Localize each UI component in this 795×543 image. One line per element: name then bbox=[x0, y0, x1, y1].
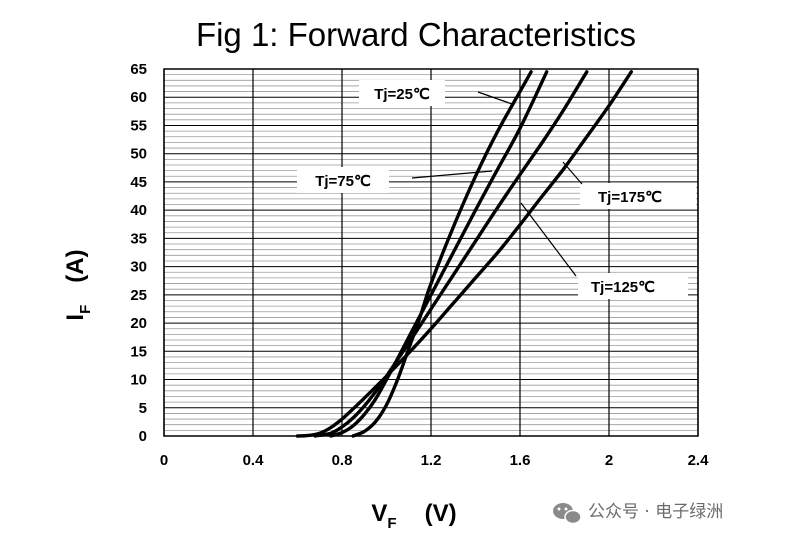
series-line bbox=[313, 70, 589, 438]
annotation-leader bbox=[477, 91, 513, 105]
y-tick-label: 35 bbox=[130, 230, 147, 247]
annotation-box bbox=[580, 183, 696, 209]
y-tick-labels: 0 5 10 15 20 25 30 35 40 45 50 55 60 65 bbox=[130, 61, 147, 445]
annotation-label: Tj=25℃ bbox=[374, 86, 430, 103]
svg-text:IF(A): IF (A) bbox=[62, 249, 94, 320]
y-tick-label: 0 bbox=[139, 428, 147, 445]
y-tick-label: 20 bbox=[130, 315, 147, 332]
x-axis-label: VF (V) bbox=[371, 500, 456, 532]
x-tick-label: 1.6 bbox=[510, 452, 531, 469]
annotation-label: Tj=125℃ bbox=[591, 279, 655, 296]
series-curves bbox=[295, 70, 633, 438]
y-tick-label: 45 bbox=[130, 174, 147, 191]
y-tick-label: 65 bbox=[130, 61, 147, 78]
x-axis-label-main: V bbox=[371, 500, 387, 527]
annotation-label: Tj=175℃ bbox=[598, 189, 662, 206]
x-axis-label-sub: F bbox=[387, 515, 396, 532]
x-tick-label: 2.4 bbox=[688, 452, 710, 469]
annotation-leader bbox=[411, 170, 493, 179]
annotation-box bbox=[359, 80, 445, 106]
y-axis-label-unit: (A) bbox=[62, 249, 89, 282]
annotation-box bbox=[297, 167, 389, 193]
y-axis-label-main: I bbox=[62, 314, 89, 321]
annotation-label: Tj=75℃ bbox=[315, 173, 371, 190]
y-axis-label: IF (A) bbox=[62, 249, 94, 320]
y-tick-label: 10 bbox=[130, 372, 147, 389]
x-axis-label-unit: (V) bbox=[425, 500, 457, 527]
chart-title: Fig 1: Forward Characteristics bbox=[196, 16, 636, 53]
y-tick-label: 60 bbox=[130, 89, 147, 106]
x-tick-label: 0 bbox=[160, 452, 168, 469]
x-tick-label: 0.8 bbox=[332, 452, 353, 469]
y-tick-label: 25 bbox=[130, 287, 147, 304]
watermark: 公众号 · 电子绿洲 bbox=[553, 502, 723, 525]
wechat-icon bbox=[553, 503, 582, 525]
series-annotations: Tj=25℃ Tj=75℃ Tj=125℃ Tj=175℃ bbox=[297, 80, 696, 299]
x-tick-label: 1.2 bbox=[421, 452, 442, 469]
annotation-leader bbox=[562, 161, 583, 185]
watermark-text: 公众号 · 电子绿洲 bbox=[588, 502, 723, 522]
y-tick-label: 50 bbox=[130, 146, 147, 163]
series-line bbox=[295, 70, 633, 438]
annotation-leader bbox=[520, 202, 577, 277]
x-tick-label: 0.4 bbox=[243, 452, 265, 469]
series-line bbox=[329, 70, 549, 438]
y-tick-label: 15 bbox=[130, 343, 147, 360]
y-tick-label: 55 bbox=[130, 117, 147, 134]
annotation-box bbox=[578, 273, 688, 299]
plot-frame bbox=[163, 68, 699, 437]
grid bbox=[163, 68, 699, 437]
y-tick-label: 40 bbox=[130, 202, 147, 219]
y-tick-label: 5 bbox=[139, 400, 147, 417]
y-axis-label-sub: F bbox=[77, 305, 94, 314]
x-tick-label: 2 bbox=[605, 452, 613, 469]
y-tick-label: 30 bbox=[130, 259, 147, 276]
x-tick-labels: 0 0.4 0.8 1.2 1.6 2 2.4 bbox=[160, 452, 709, 469]
